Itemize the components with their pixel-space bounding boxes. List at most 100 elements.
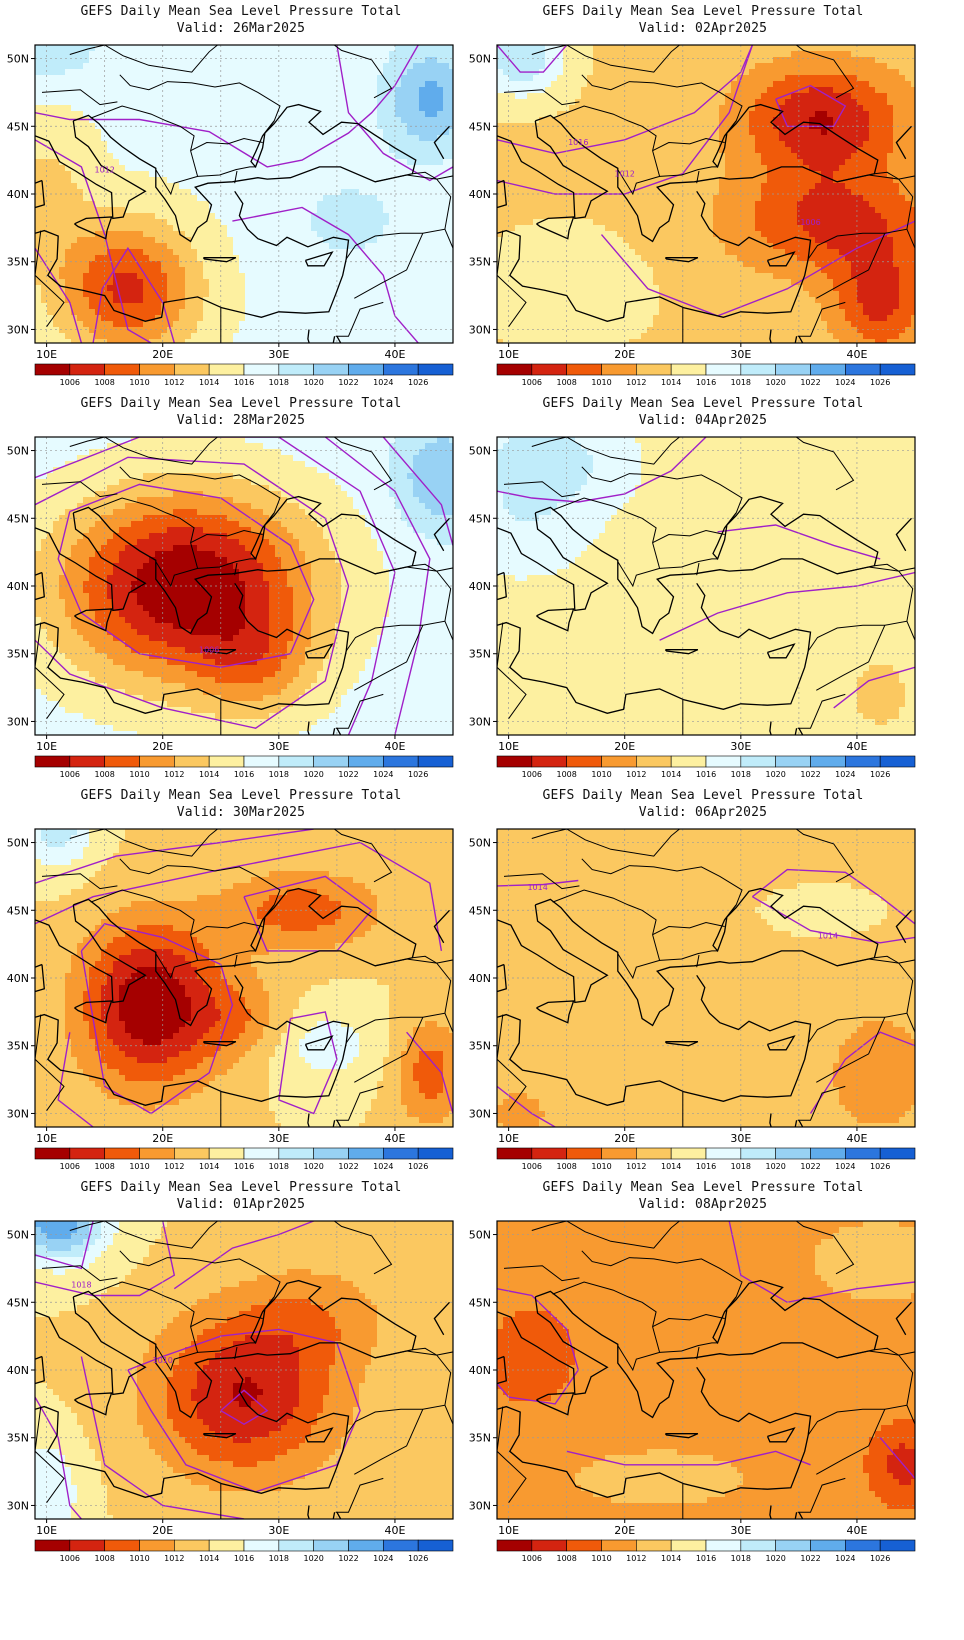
lat-label: 50N xyxy=(469,1229,491,1242)
lat-label: 45N xyxy=(7,1296,29,1309)
colorbar-swatch xyxy=(879,1147,916,1160)
lat-label: 45N xyxy=(7,512,29,525)
lat-label: 30N xyxy=(7,715,29,728)
isobar-line xyxy=(382,437,453,546)
contour-labels: 1014 1014 xyxy=(527,883,838,941)
colorbar-label: 1012 xyxy=(164,770,184,779)
colorbar-swatch xyxy=(174,1539,210,1552)
colorbar-label: 1012 xyxy=(626,770,646,779)
coastlines xyxy=(35,887,450,1127)
isobar-line xyxy=(80,1356,245,1519)
colorbar-label: 1026 xyxy=(408,378,428,387)
colorbar: 1006 1008 1010 1012 1014 1016 1018 1020 1022 1024… xyxy=(496,755,916,779)
colorbar-label: 1010 xyxy=(591,378,611,387)
panel-valid-date: Valid: 02Apr2025 xyxy=(462,21,944,36)
pressure-field: 1006 xyxy=(35,437,453,735)
colorbar-label: 1022 xyxy=(338,1554,358,1563)
colorbar-label: 1016 xyxy=(234,1554,254,1563)
colorbar: 1006 1008 1010 1012 1014 1016 1018 1020 1022 1024… xyxy=(34,755,454,779)
colorbar-label: 1012 xyxy=(164,1554,184,1563)
pressure-field: 1016 1012 1006 xyxy=(497,45,915,343)
colorbar-swatch xyxy=(34,363,71,376)
colorbar-label: 1014 xyxy=(199,1554,219,1563)
colorbar-label: 1018 xyxy=(731,1554,751,1563)
colorbar-label: 1006 xyxy=(522,770,542,779)
colorbar-swatch xyxy=(810,1147,846,1160)
colorbar-swatch xyxy=(775,755,811,768)
colorbar-label: 1010 xyxy=(129,1554,149,1563)
colorbar-swatch xyxy=(531,755,567,768)
colorbar-swatch xyxy=(139,1539,175,1552)
colorbar-swatch xyxy=(601,1539,637,1552)
colorbar-swatch xyxy=(139,755,175,768)
contour-label: 1014 xyxy=(527,883,547,892)
lat-label: 40N xyxy=(7,580,29,593)
colorbar-swatch xyxy=(69,755,105,768)
panel-title: GEFS Daily Mean Sea Level Pressure Total xyxy=(462,1180,944,1195)
pressure-field xyxy=(35,829,453,1127)
lat-label: 50N xyxy=(469,53,491,66)
colorbar-swatch xyxy=(69,1539,105,1552)
panel-title: GEFS Daily Mean Sea Level Pressure Total xyxy=(0,788,482,803)
colorbar-label: 1022 xyxy=(800,770,820,779)
colorbar-swatch xyxy=(636,1539,672,1552)
colorbar-swatch xyxy=(104,363,140,376)
colorbar-swatch xyxy=(69,1147,105,1160)
colorbar-label: 1008 xyxy=(94,1554,114,1563)
colorbar-swatch xyxy=(740,1147,776,1160)
colorbar-label: 1020 xyxy=(303,770,323,779)
colorbar-label: 1018 xyxy=(269,378,289,387)
colorbar-swatch xyxy=(496,1147,533,1160)
panel-title: GEFS Daily Mean Sea Level Pressure Total xyxy=(462,788,944,803)
colorbar: 1006 1008 1010 1012 1014 1016 1018 1020 1022 1024… xyxy=(34,363,454,387)
colorbar-swatch xyxy=(879,363,916,376)
panel-valid-date: Valid: 08Apr2025 xyxy=(462,1197,944,1212)
colorbar-swatch xyxy=(496,755,533,768)
colorbar-label: 1006 xyxy=(522,378,542,387)
colorbar-swatch xyxy=(845,1539,881,1552)
map-panel-30mar: GEFS Daily Mean Sea Level Pressure Total… xyxy=(0,784,482,1194)
lon-label: 40E xyxy=(846,348,867,361)
colorbar-swatch xyxy=(566,363,602,376)
colorbar-swatch xyxy=(775,363,811,376)
colorbar-label: 1012 xyxy=(626,1162,646,1171)
isobar-line xyxy=(57,1032,94,1127)
panel-title: GEFS Daily Mean Sea Level Pressure Total xyxy=(0,396,482,411)
colorbar-swatch xyxy=(496,1539,533,1552)
colorbar-swatch xyxy=(313,1147,349,1160)
lon-label: 30E xyxy=(730,348,751,361)
coastlines xyxy=(497,103,912,343)
colorbar-label: 1022 xyxy=(338,378,358,387)
colorbar-swatch xyxy=(313,1539,349,1552)
pressure-field: 1018 1010 xyxy=(35,1221,453,1519)
contour-labels: 1012 xyxy=(94,165,114,174)
map-panel-06apr: GEFS Daily Mean Sea Level Pressure Total… xyxy=(462,784,944,1194)
lat-label: 45N xyxy=(469,512,491,525)
lat-label: 35N xyxy=(469,1040,491,1053)
colorbar-swatch xyxy=(243,1539,280,1552)
country-borders xyxy=(497,1221,915,1519)
isobar-line xyxy=(35,45,419,168)
colorbar-label: 1026 xyxy=(870,1554,890,1563)
colorbar-label: 1016 xyxy=(696,770,716,779)
lon-label: 40E xyxy=(846,1132,867,1145)
lon-label: 10E xyxy=(36,1524,57,1537)
pressure-field xyxy=(497,1221,915,1519)
colorbar-swatch xyxy=(845,755,881,768)
lat-label: 30N xyxy=(469,1107,491,1120)
lon-label: 20E xyxy=(152,1524,173,1537)
colorbar-label: 1010 xyxy=(591,1162,611,1171)
colorbar-swatch xyxy=(670,363,707,376)
colorbar-label: 1020 xyxy=(765,1554,785,1563)
panel-title: GEFS Daily Mean Sea Level Pressure Total xyxy=(462,4,944,19)
colorbar-swatch xyxy=(417,755,454,768)
lat-label: 30N xyxy=(7,1107,29,1120)
colorbar-swatch xyxy=(566,1147,602,1160)
colorbar-label: 1008 xyxy=(94,770,114,779)
